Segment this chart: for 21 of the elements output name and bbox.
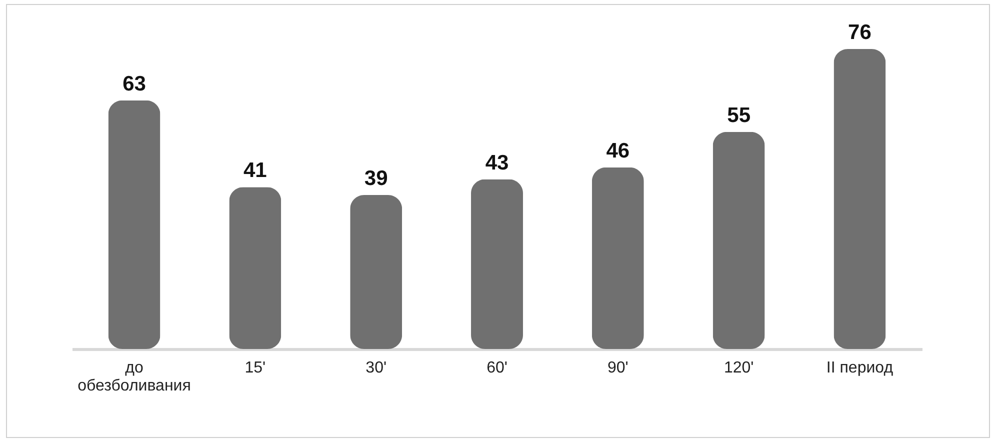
- bar: [108, 100, 160, 349]
- x-tick-label: 60': [486, 360, 508, 376]
- x-tick-label: 15': [244, 360, 266, 376]
- x-tick-label: до обезболивания: [78, 360, 191, 394]
- bar: [834, 49, 886, 349]
- bar: [229, 187, 282, 349]
- data-label: 39: [364, 167, 388, 190]
- data-label: 76: [848, 21, 872, 44]
- bar: [471, 179, 523, 349]
- bar: [350, 195, 402, 349]
- data-label: 46: [606, 139, 630, 162]
- data-label: 43: [485, 151, 509, 174]
- x-tick-label: 30': [366, 360, 387, 376]
- bar: [712, 132, 765, 349]
- x-tick-label: 120': [724, 360, 754, 376]
- bar: [592, 167, 644, 349]
- data-label: 41: [244, 159, 268, 182]
- data-label: 55: [727, 104, 751, 127]
- data-label: 63: [122, 72, 146, 96]
- x-tick-label: II период: [826, 360, 894, 376]
- x-tick-label: 90': [607, 360, 628, 376]
